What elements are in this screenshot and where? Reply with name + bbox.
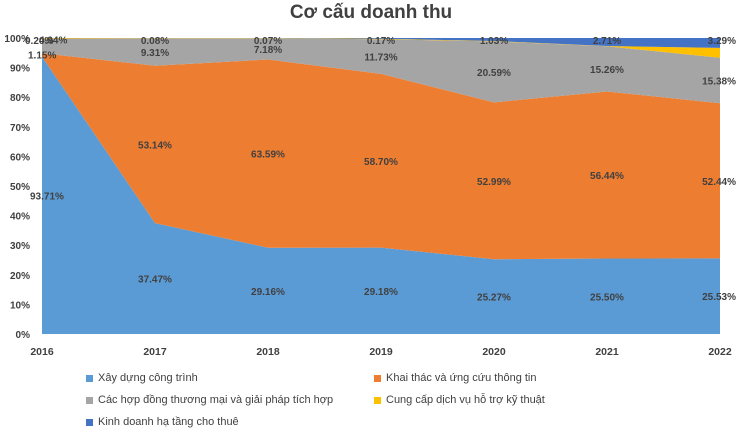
data-label: 29.16%	[251, 287, 285, 298]
legend-swatch	[374, 396, 381, 404]
data-labels: 93.71% 37.47% 29.16% 29.18% 25.27% 25.50% 25.5…	[25, 36, 736, 304]
legend-item-xay-dung: Xây dựng công trình	[86, 372, 374, 384]
data-label: 0.20%	[25, 36, 53, 47]
data-label: 93.71%	[30, 191, 64, 202]
data-label: 2.71%	[593, 36, 621, 47]
legend-label: Kinh doanh hạ tầng cho thuê	[98, 416, 239, 428]
data-label: 0.17%	[367, 36, 395, 47]
data-label: 15.38%	[702, 76, 736, 87]
legend-label: Cung cấp dịch vụ hỗ trợ kỹ thuật	[386, 394, 545, 406]
data-label: 37.47%	[138, 275, 172, 286]
y-tick-label: 50%	[10, 182, 30, 193]
x-tick-label: 2019	[369, 346, 393, 358]
data-label: 0.08%	[141, 36, 169, 47]
data-label: 25.50%	[590, 292, 624, 303]
data-label: 53.14%	[138, 140, 172, 151]
legend-swatch	[374, 374, 381, 382]
data-label: 7.18%	[254, 45, 282, 56]
y-tick-label: 80%	[10, 93, 30, 104]
y-tick-label: 40%	[10, 212, 30, 223]
x-axis-ticks: 2016 2017 2018 2019 2020 2021 2022	[30, 346, 732, 358]
area-series-4	[42, 38, 720, 48]
legend-item-hop-dong: Các hợp đồng thương mại và giải pháp tíc…	[86, 394, 374, 406]
chart-title: Cơ cấu doanh thu	[289, 2, 453, 23]
data-label: 52.44%	[702, 177, 736, 188]
y-tick-label: 0%	[16, 330, 31, 341]
data-label: 63.59%	[251, 150, 285, 161]
data-label: 52.99%	[477, 177, 511, 188]
legend-label: Xây dựng công trình	[98, 372, 198, 384]
y-axis-ticks: 0% 10% 20% 30% 40% 50% 60% 70% 80% 90% 100%	[4, 34, 30, 341]
x-tick-label: 2016	[30, 346, 54, 358]
data-label: 11.73%	[364, 53, 397, 64]
data-label: 1.15%	[28, 51, 56, 62]
legend: Xây dựng công trình Khai thác và ứng cứu…	[86, 367, 726, 433]
legend-swatch	[86, 374, 93, 382]
legend-item-dich-vu: Cung cấp dịch vụ hỗ trợ kỹ thuật	[374, 394, 545, 406]
legend-swatch	[86, 418, 93, 426]
y-tick-label: 60%	[10, 152, 30, 163]
x-tick-label: 2018	[256, 346, 280, 358]
data-label: 9.31%	[141, 48, 169, 59]
y-tick-label: 90%	[10, 64, 30, 75]
data-label: 25.53%	[702, 292, 736, 303]
y-tick-label: 70%	[10, 123, 30, 134]
area-series-2	[42, 38, 720, 104]
y-tick-label: 100%	[4, 34, 30, 45]
legend-item-ha-tang: Kinh doanh hạ tầng cho thuê	[86, 416, 239, 428]
data-label: 58.70%	[364, 157, 398, 168]
data-label: 25.27%	[477, 293, 511, 304]
area-series-0	[42, 56, 720, 334]
legend-row-3: Kinh doanh hạ tầng cho thuê	[86, 411, 726, 433]
data-label: 29.18%	[364, 287, 398, 298]
legend-swatch	[86, 396, 93, 404]
area-layers	[42, 38, 720, 334]
legend-label: Các hợp đồng thương mại và giải pháp tíc…	[98, 394, 334, 406]
y-tick-label: 30%	[10, 241, 30, 252]
data-label: 3.29%	[708, 36, 736, 47]
legend-row-2: Các hợp đồng thương mại và giải pháp tíc…	[86, 389, 726, 411]
y-tick-label: 10%	[10, 300, 30, 311]
area-series-1	[42, 53, 720, 260]
data-label: 1.03%	[480, 36, 508, 47]
legend-label: Khai thác và ứng cứu thông tin	[386, 372, 537, 384]
x-tick-label: 2021	[595, 346, 619, 358]
data-label: 0.07%	[254, 36, 282, 47]
x-tick-label: 2022	[708, 346, 732, 358]
legend-row-1: Xây dựng công trình Khai thác và ứng cứu…	[86, 367, 726, 389]
x-tick-label: 2017	[143, 346, 167, 358]
y-tick-label: 20%	[10, 271, 30, 282]
x-tick-label: 2020	[482, 346, 506, 358]
data-label: 4.94%	[39, 36, 67, 47]
legend-item-khai-thac: Khai thác và ứng cứu thông tin	[374, 372, 537, 384]
data-label: 20.59%	[477, 68, 511, 79]
data-label: 15.26%	[590, 65, 624, 76]
data-label: 56.44%	[590, 171, 624, 182]
